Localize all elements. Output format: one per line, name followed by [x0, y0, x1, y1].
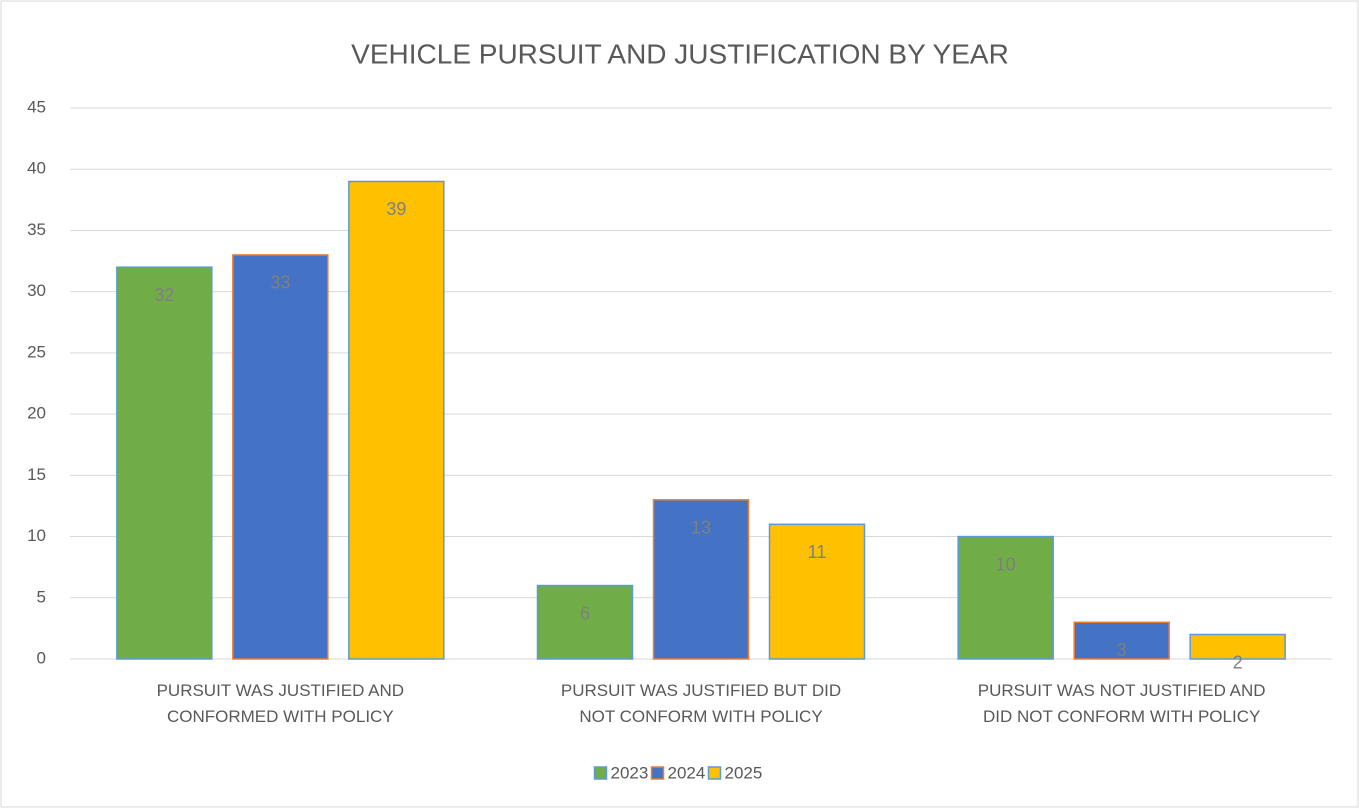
bar: [957, 535, 1054, 660]
data-label: 10: [996, 554, 1016, 574]
y-tick-label: 30: [27, 281, 46, 300]
bar: [348, 180, 445, 660]
legend-label: 2024: [668, 763, 706, 782]
y-tick-label: 5: [37, 587, 46, 606]
y-tick-label: 10: [27, 526, 46, 545]
x-tick-label: PURSUIT WAS NOT JUSTIFIED AND DID NOT CO…: [977, 681, 1266, 726]
bar: [536, 584, 634, 660]
bar: [232, 254, 329, 660]
y-tick-label: 40: [27, 159, 46, 178]
y-tick-label: 25: [27, 342, 46, 361]
chart-title: VEHICLE PURSUIT AND JUSTIFICATION BY YEA…: [351, 38, 1009, 69]
legend-swatch: [707, 766, 722, 780]
data-label: 33: [270, 273, 290, 293]
y-tick-label: 20: [27, 404, 46, 423]
bar: [768, 523, 866, 660]
data-label: 11: [808, 542, 827, 562]
x-tick-label: PURSUIT WAS JUSTIFIED AND CONFORMED WITH…: [156, 681, 405, 726]
y-tick-label: 0: [37, 648, 46, 667]
bar: [652, 499, 750, 660]
legend-swatch: [650, 766, 665, 780]
x-tick-label: PURSUIT WAS JUSTIFIED BUT DID NOT CONFOR…: [560, 681, 842, 726]
data-label: 32: [154, 285, 174, 305]
y-tick-label: 35: [27, 220, 46, 239]
legend-label: 2023: [611, 763, 649, 782]
data-label: 3: [1117, 640, 1127, 660]
legend-swatch: [593, 766, 608, 780]
data-label: 2: [1233, 652, 1243, 672]
y-tick-label: 45: [27, 97, 46, 116]
bar: [116, 266, 213, 660]
data-label: 6: [580, 603, 590, 623]
data-label: 13: [691, 518, 711, 538]
y-tick-label: 15: [27, 465, 46, 484]
bar: [1189, 633, 1286, 660]
data-label: 39: [386, 199, 406, 219]
legend-label: 2025: [725, 763, 763, 782]
bar: [1073, 621, 1170, 660]
